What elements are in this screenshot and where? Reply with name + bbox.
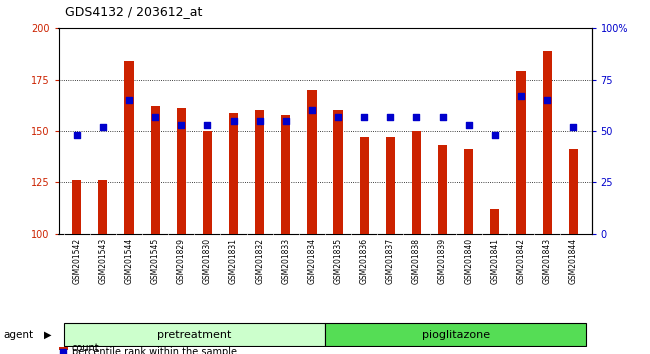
Text: GSM201839: GSM201839 (438, 238, 447, 284)
Bar (281, 115, 291, 234)
Text: GSM201838: GSM201838 (412, 238, 421, 284)
Point (202, 122, 213, 128)
Point (307, 108, 317, 113)
Bar (543, 51, 552, 234)
Bar (438, 145, 447, 234)
Bar (72, 180, 81, 234)
Text: GSM201543: GSM201543 (98, 238, 107, 284)
Bar (516, 72, 526, 234)
Text: GSM201542: GSM201542 (72, 238, 81, 284)
Point (385, 114, 395, 119)
Point (150, 114, 161, 119)
Point (281, 118, 291, 124)
Bar (569, 149, 578, 234)
Text: GSM201544: GSM201544 (125, 238, 133, 284)
Text: GSM201837: GSM201837 (386, 238, 395, 284)
Bar (58, 347, 68, 350)
Text: GSM201834: GSM201834 (307, 238, 317, 284)
Point (489, 132, 500, 138)
Text: pretreatment: pretreatment (157, 330, 231, 339)
Bar (98, 180, 107, 234)
Text: GSM201841: GSM201841 (490, 238, 499, 284)
Text: GSM201844: GSM201844 (569, 238, 578, 284)
Point (568, 124, 578, 130)
Text: GSM201840: GSM201840 (464, 238, 473, 284)
Text: percentile rank within the sample: percentile rank within the sample (72, 347, 237, 354)
Bar (177, 108, 186, 234)
Text: GSM201831: GSM201831 (229, 238, 238, 284)
Bar (203, 131, 212, 234)
Bar (229, 113, 238, 234)
Point (72, 132, 82, 138)
Point (411, 114, 422, 119)
Text: GSM201545: GSM201545 (151, 238, 160, 284)
Text: GDS4132 / 203612_at: GDS4132 / 203612_at (65, 5, 202, 18)
Bar (151, 106, 160, 234)
Point (255, 118, 265, 124)
Bar (464, 149, 473, 234)
Text: pioglitazone: pioglitazone (422, 330, 489, 339)
Text: GSM201842: GSM201842 (517, 238, 525, 284)
Text: GSM201843: GSM201843 (543, 238, 552, 284)
Point (542, 97, 552, 103)
Text: GSM201835: GSM201835 (333, 238, 343, 284)
Bar (490, 209, 499, 234)
Bar (307, 90, 317, 234)
Bar (412, 131, 421, 234)
FancyBboxPatch shape (64, 322, 325, 347)
Point (359, 114, 369, 119)
Bar (333, 110, 343, 234)
Bar (359, 137, 369, 234)
Point (363, 332, 374, 337)
Point (515, 93, 526, 99)
Point (437, 114, 448, 119)
Bar (385, 137, 395, 234)
Text: GSM201833: GSM201833 (281, 238, 291, 284)
Point (333, 114, 343, 119)
Text: count: count (72, 343, 99, 354)
Text: agent: agent (3, 330, 33, 339)
Point (228, 118, 239, 124)
Point (124, 97, 135, 103)
FancyBboxPatch shape (325, 322, 586, 347)
Point (463, 122, 474, 128)
Text: GSM201830: GSM201830 (203, 238, 212, 284)
Point (98, 124, 108, 130)
Point (176, 122, 187, 128)
Text: GSM201836: GSM201836 (359, 238, 369, 284)
Bar (124, 61, 134, 234)
Bar (255, 110, 265, 234)
Text: GSM201829: GSM201829 (177, 238, 186, 284)
Text: ▶: ▶ (44, 330, 51, 339)
Text: GSM201832: GSM201832 (255, 238, 264, 284)
